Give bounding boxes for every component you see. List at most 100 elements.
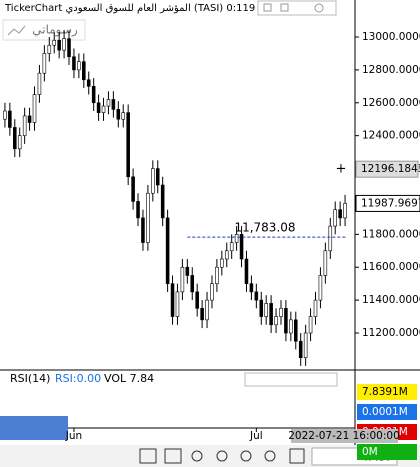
candle-body <box>259 299 264 317</box>
candle-body <box>27 115 32 123</box>
candle-body <box>254 291 259 301</box>
candle-body <box>62 38 66 51</box>
candle-body <box>234 234 239 243</box>
candle-body <box>77 61 81 71</box>
candle-body <box>57 39 61 51</box>
candle-body <box>67 38 71 58</box>
volume-label: 0.0001M <box>362 406 408 418</box>
candle-body <box>269 303 273 326</box>
y-tick-label: 11600.0000 <box>362 261 420 273</box>
candle-body <box>111 99 116 110</box>
x-tick-label: Jun <box>65 430 82 442</box>
candle-body <box>32 94 37 123</box>
y-tick-label: 11200.0000 <box>362 327 420 339</box>
volume-label: 7.8391M <box>362 386 408 398</box>
candle-body <box>13 127 17 150</box>
vol-label: VOL 7.84 <box>104 372 154 385</box>
candle-body <box>3 110 7 120</box>
candle-body <box>8 110 12 128</box>
candle-body <box>116 109 121 120</box>
candle-body <box>279 308 283 317</box>
candle-body <box>165 217 170 284</box>
date-box <box>291 429 398 443</box>
candle-body <box>284 308 288 334</box>
candle-body <box>338 209 342 219</box>
toolbar-icons[interactable] <box>139 448 305 464</box>
candle-body <box>185 266 190 276</box>
candle-body <box>323 250 328 276</box>
candle-body <box>17 135 22 150</box>
candle-body <box>96 102 101 113</box>
candle-body <box>155 168 160 186</box>
candle-body <box>313 299 318 317</box>
price-marker: 12196.1843 <box>361 163 420 175</box>
y-tick-label: 12800.0000 <box>362 64 420 76</box>
candle-body <box>72 56 76 71</box>
candle-body <box>146 192 150 243</box>
candle-body <box>264 303 268 317</box>
volume-label-box <box>357 404 417 420</box>
candle-body <box>274 316 278 326</box>
y-tick-label: 13000.0000 <box>362 31 420 43</box>
candle-body <box>47 44 52 54</box>
candle-body <box>22 115 27 136</box>
candle-body <box>333 209 337 227</box>
candle-body <box>318 275 323 301</box>
volume-label-box <box>357 444 417 460</box>
horizontal-line-label: 11,783.08 <box>234 221 295 235</box>
candle-body <box>343 203 347 219</box>
candle-body <box>293 319 298 342</box>
last-price: 11987.9697 <box>361 197 420 209</box>
draw-button[interactable] <box>0 416 68 440</box>
candle-body <box>86 79 91 87</box>
candle-body <box>131 176 135 202</box>
candle-body <box>136 201 140 219</box>
chart-title: TickerChart المؤشر العام للسوق السعودي (… <box>4 3 290 14</box>
watermark-icon <box>7 25 26 36</box>
candle-body <box>42 53 47 74</box>
candle-body <box>141 217 145 243</box>
candle-body <box>151 168 155 194</box>
plus-icon: + <box>336 162 347 177</box>
candle-body <box>220 258 224 268</box>
candle-body <box>215 266 219 284</box>
candle-body <box>175 291 180 317</box>
date-label: 2022-07-21 16:00:00 <box>288 430 400 442</box>
candle-body <box>160 184 165 219</box>
y-tick-label: 12600.0000 <box>362 97 420 109</box>
rsi-label: RSI(14) <box>10 372 50 385</box>
x-tick-label: Jul <box>249 430 263 442</box>
rsi-value: RSI:0.00 <box>55 372 101 385</box>
candle-body <box>52 39 57 46</box>
y-tick-label: 11400.0000 <box>362 294 420 306</box>
candle-body <box>121 112 126 120</box>
candle-body <box>289 319 293 334</box>
panel-buttons[interactable] <box>257 0 337 16</box>
candle-body <box>126 112 130 178</box>
candle-body <box>224 250 229 260</box>
panel-buttons[interactable] <box>244 372 338 387</box>
volume-label: 0M <box>362 446 378 458</box>
candle-body <box>328 225 333 252</box>
candle-body <box>249 283 254 293</box>
candle-body <box>244 258 249 284</box>
y-tick-label: 11800.0000 <box>362 228 420 240</box>
candle-body <box>239 234 244 260</box>
y-tick-label: 12400.0000 <box>362 130 420 142</box>
candle-body <box>303 332 308 358</box>
candle-body <box>205 299 209 321</box>
candle-body <box>180 266 185 293</box>
volume-label-box <box>357 384 417 400</box>
watermark: رسوماتي <box>32 23 78 38</box>
candle-body <box>229 242 234 252</box>
candle-body <box>195 291 199 309</box>
candle-body <box>37 72 42 95</box>
candle-body <box>200 308 204 321</box>
candle-body <box>298 340 303 358</box>
candle-body <box>91 86 96 104</box>
candle-body <box>190 275 195 293</box>
price-marker-box <box>355 160 419 178</box>
candle-body <box>82 61 86 81</box>
last-price-box <box>355 194 420 212</box>
